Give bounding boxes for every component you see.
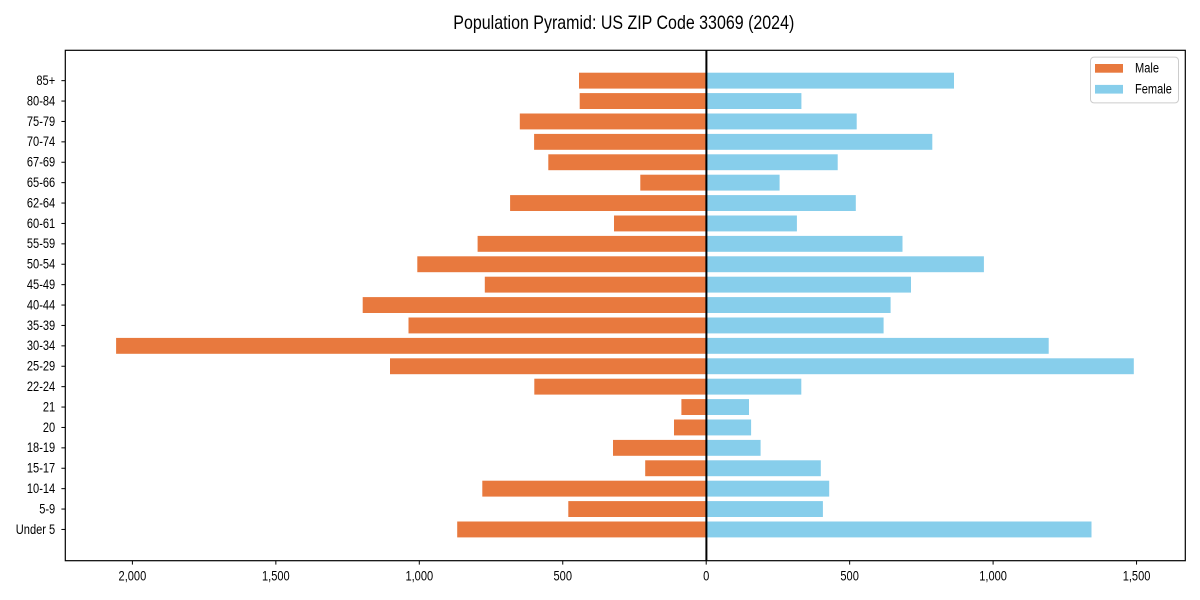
svg-text:Male: Male [1135,60,1159,75]
svg-text:0: 0 [703,569,709,584]
svg-text:35-39: 35-39 [27,318,55,333]
svg-text:45-49: 45-49 [27,277,55,292]
svg-text:1,000: 1,000 [405,569,433,584]
svg-text:60-61: 60-61 [27,216,55,231]
svg-text:62-64: 62-64 [27,195,56,210]
svg-text:500: 500 [840,569,859,584]
svg-text:Population Pyramid: US ZIP Cod: Population Pyramid: US ZIP Code 33069 (2… [453,12,794,34]
svg-text:55-59: 55-59 [27,236,55,251]
svg-text:65-66: 65-66 [27,175,55,190]
svg-text:80-84: 80-84 [27,93,56,108]
svg-text:15-17: 15-17 [27,461,55,476]
svg-text:67-69: 67-69 [27,155,55,170]
svg-text:1,500: 1,500 [1123,569,1151,584]
svg-text:500: 500 [554,569,573,584]
svg-text:1,000: 1,000 [979,569,1007,584]
svg-text:50-54: 50-54 [27,257,56,272]
svg-text:2,000: 2,000 [119,569,147,584]
svg-text:70-74: 70-74 [27,134,56,149]
svg-text:5-9: 5-9 [39,501,55,516]
svg-text:Under 5: Under 5 [16,522,55,537]
svg-text:20: 20 [43,420,55,435]
svg-text:40-44: 40-44 [27,297,56,312]
svg-text:30-34: 30-34 [27,338,56,353]
svg-text:22-24: 22-24 [27,379,56,394]
svg-text:Female: Female [1135,81,1172,96]
svg-text:85+: 85+ [36,73,55,88]
svg-text:75-79: 75-79 [27,114,55,129]
svg-text:25-29: 25-29 [27,359,55,374]
svg-text:21: 21 [43,399,55,414]
svg-text:10-14: 10-14 [27,481,56,496]
svg-text:1,500: 1,500 [262,569,290,584]
svg-text:18-19: 18-19 [27,440,55,455]
